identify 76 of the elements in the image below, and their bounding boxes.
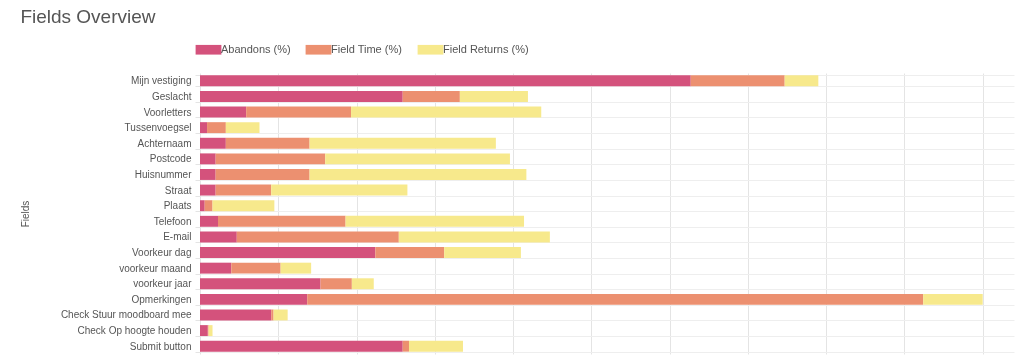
bar [402, 90, 460, 102]
bar [307, 293, 924, 305]
y-tick-label: Opmerkingen [131, 293, 192, 305]
y-tick-label: Submit button [129, 340, 192, 352]
bar [309, 169, 527, 180]
bar [200, 340, 403, 352]
bar [200, 293, 308, 305]
bar [200, 200, 205, 212]
bar [200, 75, 691, 87]
legend-label: Field Returns (%) [443, 42, 529, 55]
y-tick-label: Voorkeur dag [132, 247, 192, 259]
y-tick-label: Tussenvoegsel [124, 122, 192, 134]
bar [208, 325, 213, 337]
legend-label: Abandons (%) [221, 42, 291, 55]
bar [218, 215, 346, 227]
bar [200, 153, 216, 165]
bar [375, 247, 445, 258]
bar [320, 278, 352, 290]
bar [200, 90, 403, 102]
bar [280, 262, 312, 274]
bar [408, 340, 463, 352]
chart-title: Fields Overview [20, 6, 156, 27]
bar [207, 122, 226, 134]
bar [200, 247, 376, 258]
bar [309, 137, 496, 149]
bar [200, 169, 216, 180]
bar [225, 137, 310, 149]
bar [212, 200, 275, 212]
bar [200, 184, 216, 196]
bar [200, 278, 321, 290]
bar [200, 122, 208, 134]
bar [225, 122, 260, 134]
bar [923, 293, 983, 305]
bar [690, 75, 785, 87]
y-tick-label: voorkeur maand [119, 262, 192, 274]
bar [398, 231, 550, 243]
bar [204, 200, 213, 212]
bar [231, 262, 281, 274]
bar [200, 137, 226, 149]
bar [200, 106, 247, 118]
bar [200, 215, 218, 227]
bar [215, 184, 272, 196]
bar [459, 90, 528, 102]
bar [215, 153, 326, 165]
bar [402, 340, 409, 352]
bar [273, 309, 288, 321]
y-tick-label: Geslacht [152, 90, 192, 102]
bar [200, 325, 208, 337]
legend-label: Field Time (%) [331, 42, 402, 55]
y-tick-label: Check Op hoogte houden [77, 325, 192, 337]
y-tick-label: Huisnummer [134, 168, 193, 180]
bar [351, 106, 542, 118]
y-tick-label: Postcode [149, 153, 192, 165]
bar [325, 153, 510, 165]
y-tick-label: Achternaam [137, 137, 192, 149]
bar [200, 262, 232, 274]
bar [271, 184, 408, 196]
bar [200, 231, 237, 243]
y-tick-label: Check Stuur moodboard mee [60, 309, 192, 321]
bar [351, 278, 374, 290]
bar [215, 169, 310, 180]
y-tick-label: Voorletters [143, 106, 192, 118]
y-tick-label: E-mail [163, 231, 192, 243]
y-tick-label: Straat [164, 184, 192, 196]
bar [246, 106, 352, 118]
bar [200, 309, 272, 321]
bar [271, 309, 274, 321]
y-tick-label: Telefoon [153, 215, 192, 227]
y-tick-label: voorkeur jaar [133, 278, 193, 290]
y-tick-label: Plaats [163, 200, 192, 212]
bar [345, 215, 525, 227]
bar [444, 247, 521, 258]
y-tick-label: Mijn vestiging [130, 75, 192, 87]
y-axis-title: Fields [19, 200, 31, 228]
bar [236, 231, 399, 243]
bar [784, 75, 819, 87]
